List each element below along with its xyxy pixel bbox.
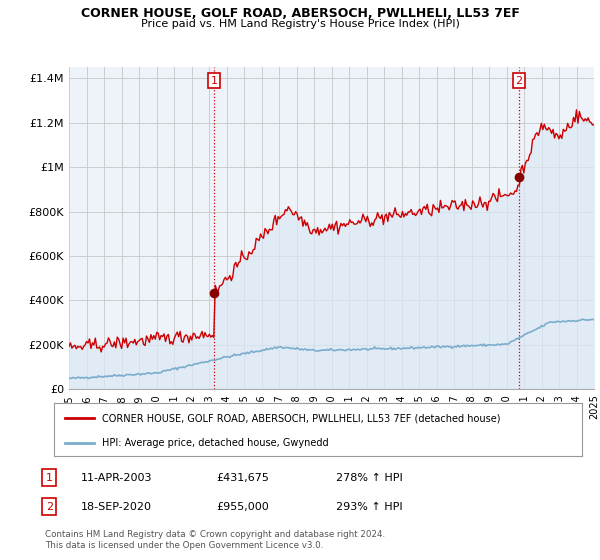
Text: 18-SEP-2020: 18-SEP-2020	[81, 502, 152, 512]
Text: CORNER HOUSE, GOLF ROAD, ABERSOCH, PWLLHELI, LL53 7EF (detached house): CORNER HOUSE, GOLF ROAD, ABERSOCH, PWLLH…	[101, 413, 500, 423]
Text: 2: 2	[515, 76, 523, 86]
Text: This data is licensed under the Open Government Licence v3.0.: This data is licensed under the Open Gov…	[45, 541, 323, 550]
Text: 1: 1	[211, 76, 217, 86]
Text: 1: 1	[46, 473, 53, 483]
Text: 278% ↑ HPI: 278% ↑ HPI	[336, 473, 403, 483]
Text: HPI: Average price, detached house, Gwynedd: HPI: Average price, detached house, Gwyn…	[101, 438, 328, 448]
Text: CORNER HOUSE, GOLF ROAD, ABERSOCH, PWLLHELI, LL53 7EF: CORNER HOUSE, GOLF ROAD, ABERSOCH, PWLLH…	[80, 7, 520, 20]
Text: 11-APR-2003: 11-APR-2003	[81, 473, 152, 483]
Text: Price paid vs. HM Land Registry's House Price Index (HPI): Price paid vs. HM Land Registry's House …	[140, 19, 460, 29]
Text: 293% ↑ HPI: 293% ↑ HPI	[336, 502, 403, 512]
Text: £431,675: £431,675	[216, 473, 269, 483]
Text: 2: 2	[46, 502, 53, 512]
Text: £955,000: £955,000	[216, 502, 269, 512]
Text: Contains HM Land Registry data © Crown copyright and database right 2024.: Contains HM Land Registry data © Crown c…	[45, 530, 385, 539]
